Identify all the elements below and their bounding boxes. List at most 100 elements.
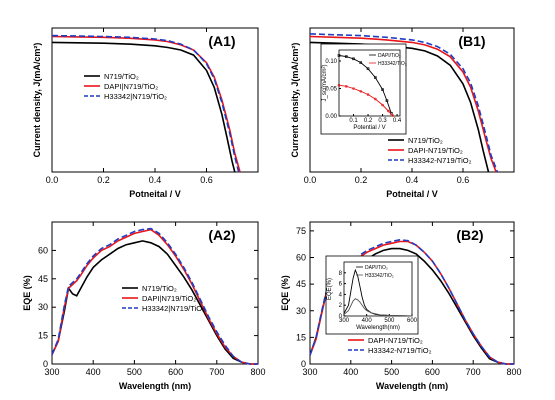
x-tick-label: 0.0 <box>46 175 59 185</box>
x-tick-label: 800 <box>506 367 521 377</box>
inset-point <box>374 97 377 101</box>
x-tick-label: 600 <box>425 367 440 377</box>
inset-series-line-1 <box>338 84 394 116</box>
inset-point <box>337 54 341 57</box>
inset-x-tick-label: 600 <box>407 318 418 324</box>
series-line-2 <box>51 227 258 365</box>
inset-series-line-0 <box>338 55 392 114</box>
inset-series-line-1 <box>343 298 413 317</box>
y-tick-label: 45 <box>296 279 306 289</box>
inset-point <box>344 55 348 58</box>
x-tick-label: 500 <box>127 367 142 377</box>
inset: 0.1 0.2 0.3 0.4 0.00 0.05 0.10 Potential / V J_s… <box>320 43 407 135</box>
inset-point <box>385 99 389 102</box>
y-tick-label: 30 <box>38 302 48 312</box>
inset-y-tick-label: 0.10 <box>325 59 337 65</box>
inset-x-tick-label: 0.3 <box>378 118 387 124</box>
legend-entry: DAPI-N719/TiO₂ <box>408 146 463 155</box>
inset-point <box>387 109 390 113</box>
y-tick-label: 15 <box>38 331 48 341</box>
x-tick-label: 0.6 <box>200 175 213 185</box>
y-tick-label: 60 <box>38 245 48 255</box>
inset-x-axis-label: Potential / V <box>353 125 385 131</box>
legend-entry: DAPI|N719/TiO₂ <box>104 82 158 91</box>
panel-a2: 300 400 500 600 700 800 0 15 30 45 60 Wavelength (n… <box>22 221 266 391</box>
inset-x-axis-label: Wavelength(nm) <box>356 325 400 331</box>
y-tick-label: 0 <box>43 359 48 369</box>
x-tick-label: 0.2 <box>97 175 110 185</box>
inset-point <box>366 67 370 70</box>
x-tick-label: 700 <box>466 367 481 377</box>
inset-plot-frame <box>338 49 401 117</box>
y-tick-label: 0 <box>301 359 306 369</box>
x-tick-label: 0.2 <box>355 175 368 185</box>
legend-entry: H33342|N719/TiO₂ <box>104 92 167 101</box>
inset-frame-outer <box>320 43 407 135</box>
inset-x-tick-label: 400 <box>362 318 373 324</box>
legend-entry: DAPI-N719/TiO₂ <box>368 336 423 345</box>
series-line-2 <box>51 34 240 173</box>
y-tick-label: 15 <box>296 332 306 342</box>
inset-x-tick-label: 0.4 <box>393 118 402 124</box>
inset-x-tick-label: 500 <box>384 318 395 324</box>
inset-legend-entry: DAPI/TiO₂ <box>378 53 401 59</box>
x-tick-label: 800 <box>250 367 265 377</box>
x-tick-label: 300 <box>44 367 59 377</box>
plot-frame <box>309 221 515 365</box>
inset-y-tick-label: 0.05 <box>325 87 337 93</box>
y-axis-label: EQE (%) <box>22 275 32 311</box>
series-line-0 <box>51 240 258 365</box>
legend-entry: H33342-N719/TiO₂ <box>408 156 472 165</box>
inset-point <box>337 83 341 87</box>
y-tick-label: 30 <box>296 306 306 316</box>
inset-y-axis-label: J_sc(mA/cm²) <box>322 65 328 102</box>
x-axis-label: Wavelength (nm) <box>119 381 191 391</box>
x-tick-label: 0.4 <box>149 175 162 185</box>
inset-y-tick-label: 6 <box>339 282 343 288</box>
y-axis-label: Current density, J(mA/cm²) <box>290 43 300 158</box>
panel-label: (A1) <box>208 33 235 49</box>
inset-y-axis-label: EQE(%) <box>327 278 333 300</box>
x-tick-label: 300 <box>302 367 317 377</box>
inset-legend-entry: H33342/TiO₂ <box>378 61 407 67</box>
inset-legend-entry: DAPI/TiO₂ <box>365 265 388 271</box>
legend-entry: N719/TiO₂ <box>104 72 139 81</box>
inset-point <box>352 87 355 90</box>
inset-point <box>391 114 395 117</box>
inset-point <box>366 93 370 96</box>
x-axis-label: Wavelength (nm) <box>376 381 448 391</box>
x-tick-label: 0.4 <box>406 175 419 185</box>
series-line-2 <box>309 33 499 173</box>
x-tick-label: 700 <box>209 367 224 377</box>
inset: 300 400 500 600 0 2 4 6 8 Wavelength(nm) EQE(%) DAP… <box>325 255 419 335</box>
legend-entry: DAPI|N719/TiO₂ <box>142 294 196 303</box>
x-tick-label: 400 <box>86 367 101 377</box>
panel-label: (B2) <box>456 227 483 243</box>
inset-y-tick-label: 2 <box>339 303 343 309</box>
inset-x-tick-label: 300 <box>339 318 350 324</box>
inset-point <box>344 85 348 88</box>
series-line-0 <box>51 41 236 173</box>
x-tick-label: 0.6 <box>457 175 470 185</box>
legend-entry: H33342-N719/TiO₂ <box>368 346 432 355</box>
inset-point <box>359 61 363 64</box>
y-tick-label: 60 <box>296 253 306 263</box>
inset-point <box>374 76 377 79</box>
panel-b2: 300 400 500 600 700 800 0 15 30 45 60 75 Wavelength … <box>280 221 522 391</box>
series-line-1 <box>51 228 258 365</box>
x-tick-label: 500 <box>384 367 399 377</box>
inset-point <box>359 89 363 93</box>
inset-y-tick-label: 8 <box>339 271 343 277</box>
x-tick-label: 400 <box>343 367 358 377</box>
plot-frame <box>51 221 259 365</box>
x-tick-label: 0.0 <box>304 175 317 185</box>
y-tick-label: 45 <box>38 274 48 284</box>
legend-entry: N719/TiO₂ <box>142 284 177 293</box>
y-axis-label: EQE (%) <box>280 275 290 311</box>
y-tick-label: 75 <box>296 226 306 236</box>
legend-entry: H33342|N719/TiO₂ <box>142 304 205 313</box>
